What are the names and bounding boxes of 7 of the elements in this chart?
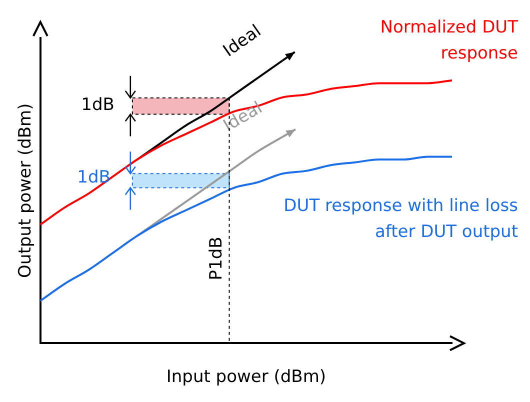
y-axis-title: Output power (dBm) <box>16 103 36 278</box>
annotation: P1dB <box>206 236 227 280</box>
series-label: Normalized DUT response <box>380 17 519 64</box>
annotation: 1dB <box>77 167 110 188</box>
x-axis-title: Input power (dBm) <box>166 367 326 388</box>
series-label: DUT response with line loss after DUT output <box>284 196 518 242</box>
annotation: 1dB <box>81 95 114 116</box>
